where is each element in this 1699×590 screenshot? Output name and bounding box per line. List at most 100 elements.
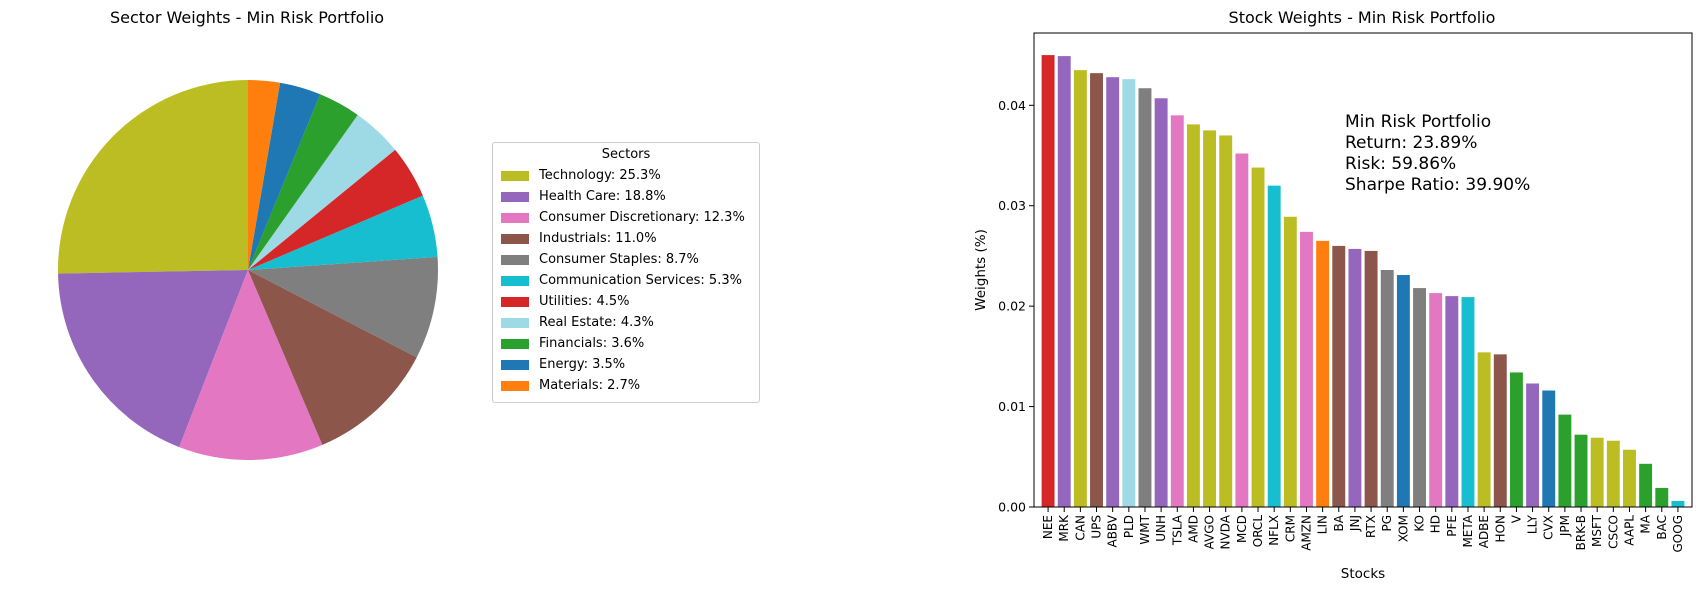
bar — [1251, 167, 1265, 507]
x-tick-label: PLD — [1122, 515, 1136, 538]
y-tick-label: 0.00 — [998, 500, 1026, 515]
x-tick-label: V — [1509, 514, 1523, 523]
pie-slice — [248, 82, 321, 270]
x-tick-label: UPS — [1090, 515, 1104, 539]
x-tick-label: UNH — [1154, 515, 1168, 542]
x-tick-label: CRM — [1283, 515, 1297, 542]
pie-slice — [248, 94, 358, 270]
y-tick-label: 0.04 — [998, 98, 1026, 113]
plot-frame — [1033, 32, 1693, 508]
bar — [1348, 248, 1362, 507]
bar — [1655, 487, 1669, 507]
x-tick-label: WMT — [1138, 514, 1152, 544]
x-tick-label: AMZN — [1299, 515, 1313, 551]
legend-label: Communication Services: 5.3% — [539, 273, 742, 288]
legend-item: Utilities: 4.5% — [501, 291, 751, 312]
bar — [1526, 383, 1540, 507]
legend-swatch — [501, 170, 529, 181]
legend-label: Industrials: 11.0% — [539, 231, 657, 246]
pie-chart-title: Sector Weights - Min Risk Portfolio — [109, 8, 385, 27]
x-tick-label: NVDA — [1219, 514, 1233, 549]
legend-item: Industrials: 11.0% — [501, 228, 751, 249]
sectors-legend: Sectors Technology: 25.3% Health Care: 18… — [492, 142, 760, 403]
bar — [1606, 440, 1620, 507]
legend-swatch — [501, 212, 529, 223]
x-tick-label: GOOG — [1671, 515, 1685, 553]
bar — [1267, 185, 1281, 507]
pie-slice — [179, 270, 323, 460]
legend-swatch — [501, 296, 529, 307]
x-tick-label: ABBV — [1106, 514, 1120, 547]
pie-slice — [248, 80, 281, 270]
bar — [1396, 275, 1410, 507]
bar — [1671, 500, 1685, 507]
x-tick-label: CVX — [1542, 515, 1556, 540]
bar — [1623, 449, 1636, 507]
annotation-line: Min Risk Portfolio — [1345, 112, 1492, 132]
pie-slice — [58, 270, 248, 448]
bar — [1041, 55, 1055, 507]
bar — [1186, 124, 1200, 507]
legend-label: Health Care: 18.8% — [539, 189, 666, 204]
legend-swatch — [501, 359, 529, 370]
x-tick-label: LLY — [1526, 514, 1540, 534]
pie-chart — [57, 80, 439, 460]
legend-item: Consumer Discretionary: 12.3% — [501, 207, 751, 228]
legend-label: Consumer Discretionary: 12.3% — [539, 210, 745, 225]
legend-label: Consumer Staples: 8.7% — [539, 252, 699, 267]
legend-item: Energy: 3.5% — [501, 354, 751, 375]
bar — [1057, 56, 1071, 507]
x-tick-label: MSFT — [1590, 514, 1604, 547]
x-tick-label: HD — [1429, 515, 1443, 533]
x-tick-label: BRK-B — [1574, 515, 1588, 550]
x-tick-label: AMD — [1186, 515, 1200, 543]
bar — [1509, 372, 1523, 507]
legend-label: Technology: 25.3% — [539, 168, 661, 183]
bar — [1073, 70, 1087, 508]
legend-swatch — [501, 233, 529, 244]
legend-label: Materials: 2.7% — [539, 378, 641, 393]
bar — [1316, 240, 1330, 507]
bar — [1090, 73, 1103, 507]
bar — [1380, 270, 1394, 507]
legend-swatch — [501, 338, 529, 349]
x-tick-label: AVGO — [1203, 515, 1217, 549]
x-tick-label: CAN — [1073, 515, 1087, 541]
x-tick-label: ORCL — [1251, 515, 1265, 548]
bar — [1590, 437, 1604, 507]
x-tick-label: PG — [1380, 515, 1394, 532]
bar — [1477, 352, 1491, 507]
legend-swatch — [501, 380, 529, 391]
legend-item: Financials: 3.6% — [501, 333, 751, 354]
x-tick-label: JNJ — [1348, 515, 1362, 532]
bar — [1283, 216, 1297, 507]
bar — [1558, 414, 1572, 507]
x-tick-label: KO — [1413, 515, 1427, 532]
pie-slice — [248, 149, 423, 270]
annotation-line: Sharpe Ratio: 39.90% — [1345, 175, 1531, 195]
x-tick-label: JPM — [1558, 515, 1572, 537]
legend-swatch — [501, 191, 529, 202]
x-tick-label: BA — [1332, 514, 1346, 531]
x-axis-label: Stocks — [1341, 566, 1385, 582]
bar — [1203, 130, 1217, 507]
bar — [1154, 98, 1168, 507]
bar — [1122, 79, 1136, 507]
annotation-line: Risk: 59.86% — [1345, 154, 1457, 174]
bar — [1219, 135, 1233, 508]
bar — [1639, 463, 1653, 507]
x-tick-label: AAPL — [1622, 515, 1636, 546]
y-tick-label: 0.02 — [998, 299, 1026, 314]
legend-swatch — [501, 275, 529, 286]
bar — [1138, 88, 1152, 508]
y-axis-label: Weights (%) — [973, 229, 989, 311]
y-tick-label: 0.01 — [998, 399, 1026, 414]
pie-slice — [248, 256, 439, 358]
legend-label: Energy: 3.5% — [539, 357, 626, 372]
x-tick-label: TSLA — [1170, 514, 1184, 546]
legend-item: Consumer Staples: 8.7% — [501, 249, 751, 270]
x-tick-label: META — [1461, 514, 1475, 547]
bar — [1170, 115, 1184, 507]
x-tick-label: ADBE — [1477, 515, 1491, 548]
